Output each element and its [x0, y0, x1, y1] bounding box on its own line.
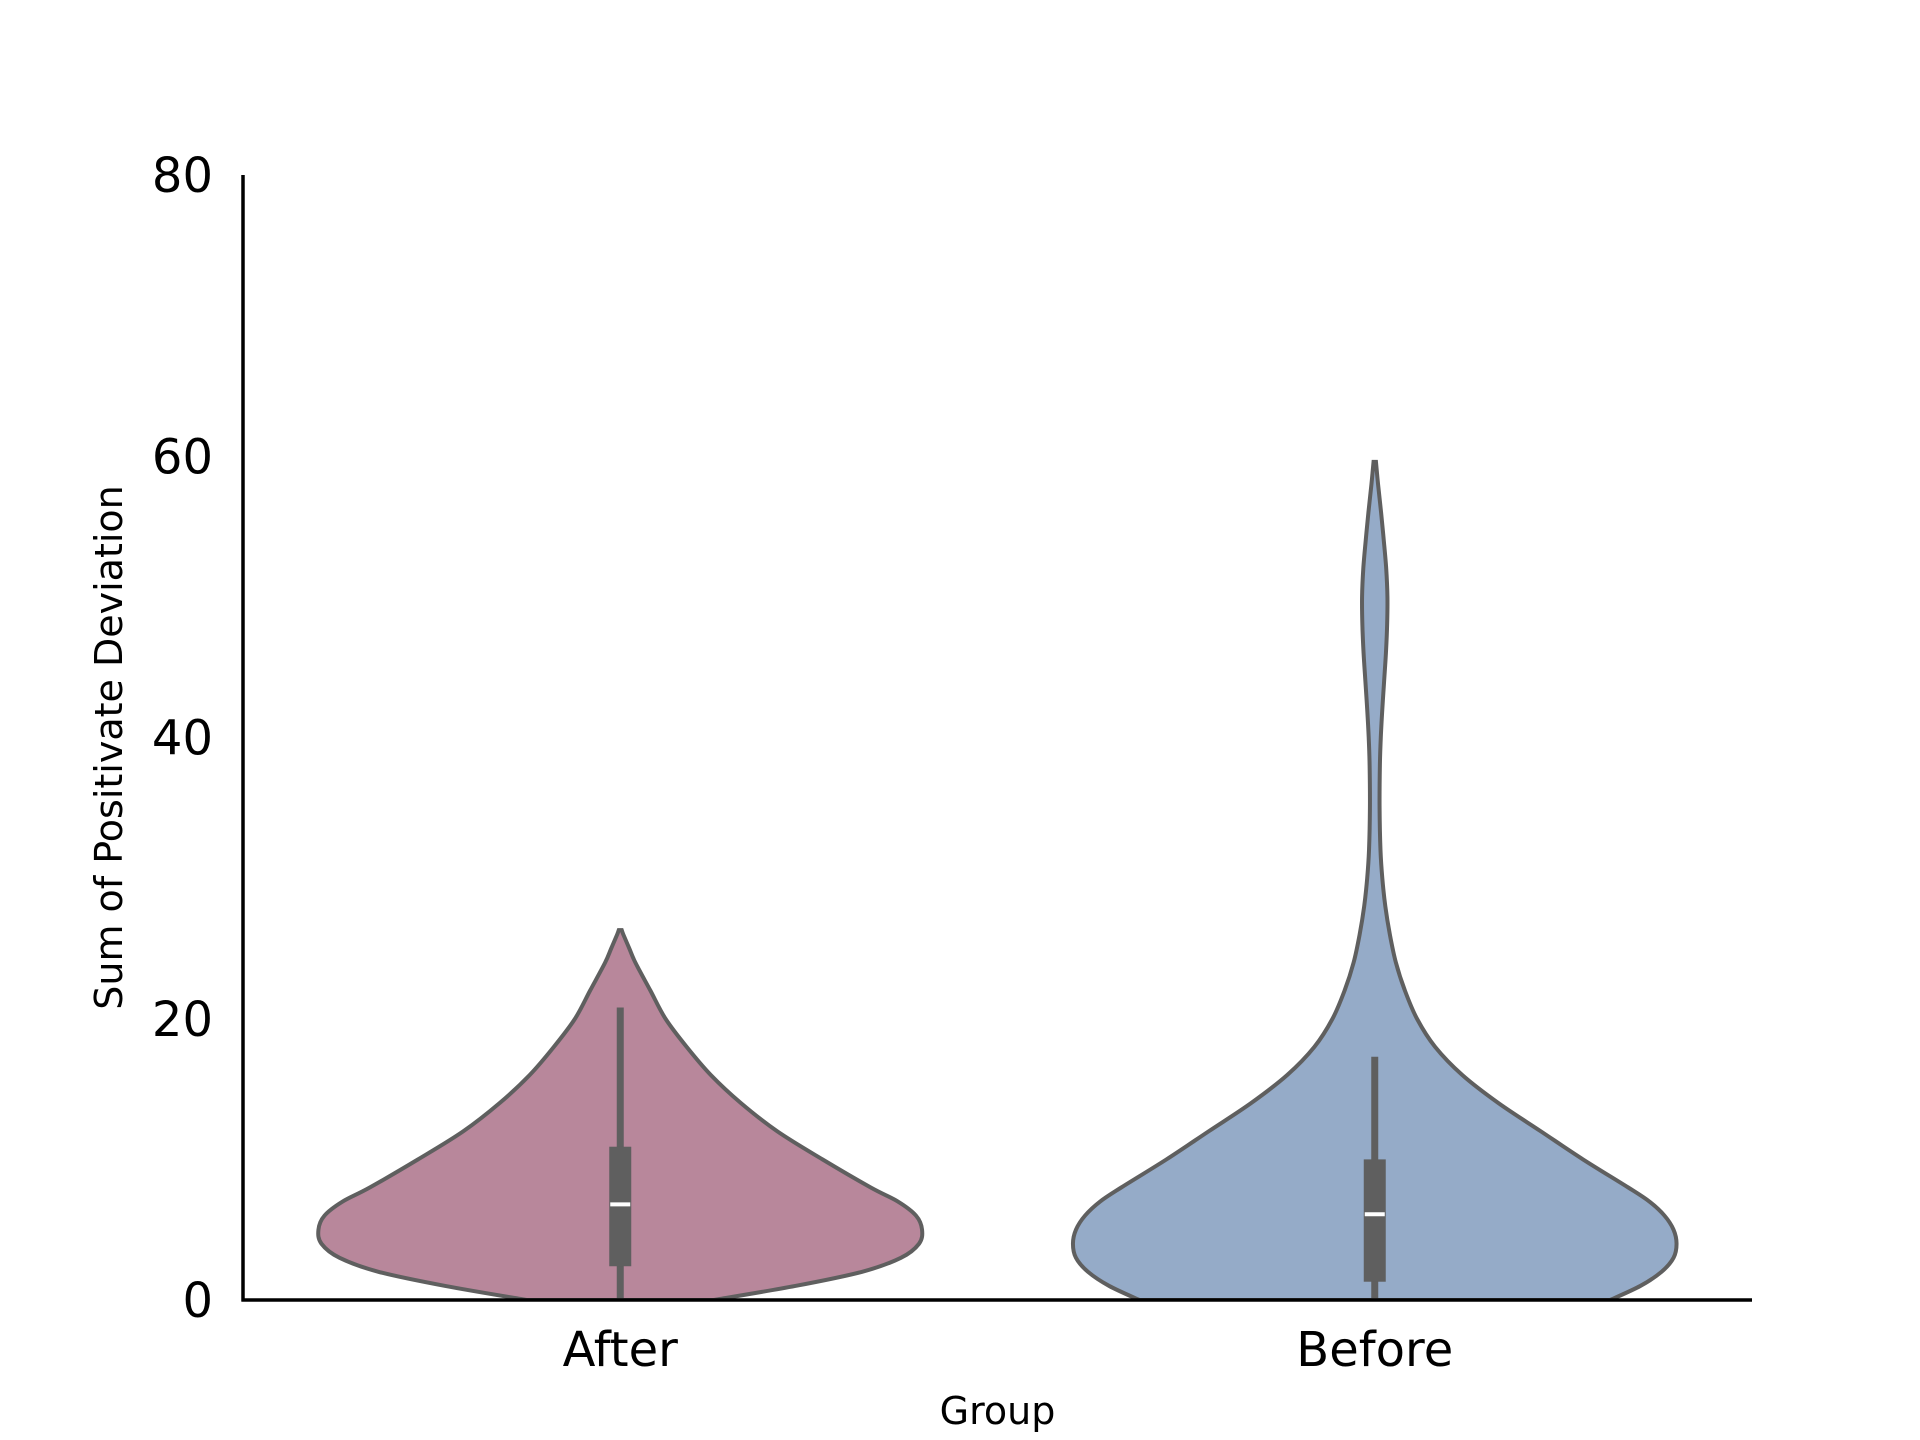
y-tick-label: 0	[182, 1273, 213, 1329]
violin-body-before	[1070, 459, 1679, 1300]
x-tick-labels: After Before	[563, 1322, 1454, 1378]
iqr-box-after	[609, 1146, 632, 1267]
y-tick-label: 40	[152, 711, 213, 767]
iqr-box-before	[1363, 1159, 1386, 1282]
x-axis-title: Group	[940, 1389, 1056, 1433]
y-tick-label: 80	[152, 148, 213, 204]
violin-before	[1070, 459, 1679, 1300]
y-tick-labels: 0 20 40 60 80	[152, 148, 213, 1329]
y-axis-title: Sum of Positivate Deviation	[87, 485, 131, 1010]
x-tick-label-after: After	[563, 1322, 679, 1378]
y-tick-label: 20	[152, 992, 213, 1048]
x-tick-label-before: Before	[1296, 1322, 1453, 1378]
violin-after	[316, 928, 925, 1300]
violins-layer	[316, 459, 1679, 1300]
y-tick-label: 60	[152, 429, 213, 485]
